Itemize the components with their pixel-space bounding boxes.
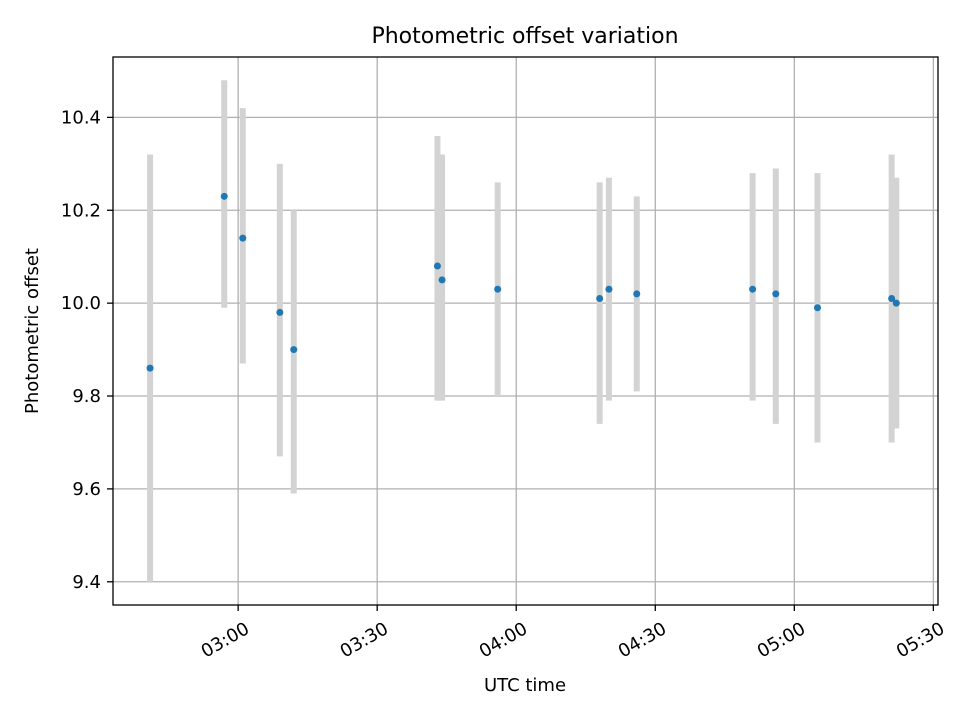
y-tick-label: 10.2: [61, 200, 101, 221]
data-point: [433, 262, 441, 270]
chart-title: Photometric offset variation: [371, 24, 678, 49]
y-tick-label: 9.8: [72, 386, 101, 407]
data-point: [220, 192, 228, 200]
data-point: [813, 304, 821, 312]
y-tick-label: 10.4: [61, 107, 101, 128]
y-axis-ticks: 9.4 9.6 9.8 10.0 10.2 10.4: [61, 107, 113, 593]
data-point: [596, 294, 604, 302]
data-point: [494, 285, 502, 293]
grid: [113, 57, 938, 605]
data-point: [146, 364, 154, 372]
data-point: [239, 234, 247, 242]
plot-frame: [112, 56, 939, 606]
data-point: [290, 346, 298, 354]
y-tick-label: 10.0: [61, 293, 101, 314]
y-tick-label: 9.4: [72, 572, 101, 593]
data-point: [605, 285, 613, 293]
data-point: [438, 276, 446, 284]
data-point: [772, 290, 780, 298]
y-tick-label: 9.6: [72, 479, 101, 500]
data-point: [888, 294, 896, 302]
x-axis-label: UTC time: [484, 675, 566, 696]
data-point: [892, 299, 900, 307]
y-axis-label: Photometric offset: [22, 248, 43, 414]
data-point: [749, 285, 757, 293]
data-points: [146, 192, 900, 372]
data-point: [633, 290, 641, 298]
data-point: [276, 308, 284, 316]
